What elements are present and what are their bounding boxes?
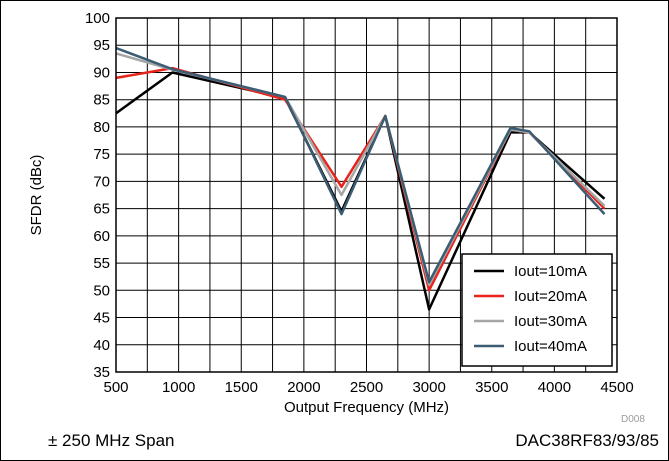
plot-border — [115, 17, 618, 373]
y-tick-label: 100 — [85, 10, 110, 27]
x-tick-label: 4500 — [600, 379, 633, 396]
y-tick-label: 60 — [93, 228, 110, 245]
x-tick-label: 3500 — [475, 379, 508, 396]
y-tick-label: 80 — [93, 119, 110, 136]
y-axis-label: SFDR (dBc) — [28, 155, 45, 236]
series-line — [115, 46, 606, 284]
x-tick-label: 1000 — [162, 379, 195, 396]
y-tick-label: 50 — [93, 282, 110, 299]
span-caption: ± 250 MHz Span — [48, 431, 175, 450]
y-tick-label: 65 — [93, 201, 110, 218]
x-tick-label: 2500 — [350, 379, 383, 396]
axes: 35 40 45 50 55 60 65 70 75 80 85 90 95 100 500 1000 1500… — [28, 10, 634, 416]
legend: Iout=10mA Iout=20mA Iout=30mA Iout=40mA — [461, 253, 613, 367]
x-tick-label: 2000 — [287, 379, 320, 396]
legend-label: Iout=40mA — [514, 338, 587, 355]
legend-label: Iout=20mA — [514, 288, 587, 305]
x-tick-label: 4000 — [538, 379, 571, 396]
x-axis-label: Output Frequency (MHz) — [284, 399, 449, 416]
device-caption: DAC38RF83/93/85 — [515, 431, 659, 450]
y-tick-label: 55 — [93, 255, 110, 272]
y-tick-label: 40 — [93, 337, 110, 354]
series-lines — [115, 46, 606, 311]
y-tick-label: 75 — [93, 146, 110, 163]
grid — [115, 17, 618, 373]
y-tick-label: 70 — [93, 173, 110, 190]
y-tick-label: 95 — [93, 37, 110, 54]
x-tick-label: 500 — [103, 379, 128, 396]
y-tick-label: 45 — [93, 310, 110, 327]
y-tick-label: 35 — [93, 364, 110, 381]
legend-label: Iout=10mA — [514, 263, 587, 280]
figure-code: D008 — [621, 414, 645, 425]
x-tick-label: 1500 — [225, 379, 258, 396]
x-tick-label: 3000 — [412, 379, 445, 396]
y-tick-label: 90 — [93, 64, 110, 81]
legend-label: Iout=30mA — [514, 313, 587, 330]
legend-box — [461, 253, 613, 367]
y-tick-label: 85 — [93, 92, 110, 109]
